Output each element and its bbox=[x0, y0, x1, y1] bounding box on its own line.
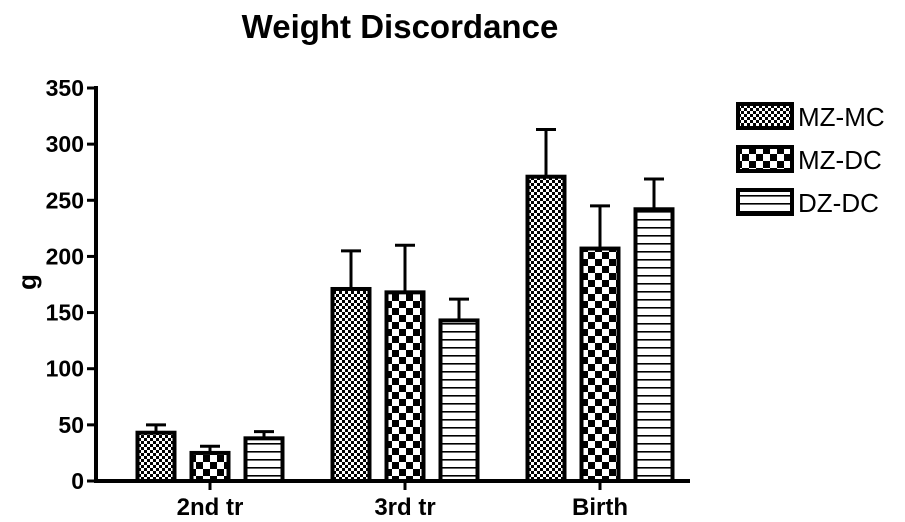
legend: MZ-MC MZ-DC DZ-DC bbox=[736, 102, 885, 218]
bar bbox=[189, 450, 231, 483]
legend-swatch bbox=[736, 188, 794, 216]
y-axis-label: g bbox=[12, 274, 42, 290]
bar bbox=[384, 290, 426, 483]
bar bbox=[579, 246, 621, 483]
legend-swatch bbox=[736, 102, 794, 130]
legend-swatch bbox=[736, 145, 794, 173]
y-tick-label: 150 bbox=[46, 300, 84, 326]
legend-label: DZ-DC bbox=[798, 188, 879, 218]
chart-title: Weight Discordance bbox=[242, 8, 559, 45]
y-tick-label: 200 bbox=[46, 243, 84, 269]
legend-label: MZ-DC bbox=[798, 145, 882, 175]
bar bbox=[633, 207, 675, 483]
legend-label: MZ-MC bbox=[798, 102, 885, 132]
plot-area: 0 50 100 150 200 250 300 350 2nd tr 3rd tr Birth bbox=[46, 75, 690, 521]
x-tick-label: Birth bbox=[572, 494, 628, 521]
y-tick-label: 300 bbox=[46, 131, 84, 157]
y-tick-label: 250 bbox=[46, 187, 84, 213]
bar bbox=[135, 430, 177, 483]
bar bbox=[525, 174, 567, 483]
y-tick-label: 100 bbox=[46, 356, 84, 382]
y-tick-label: 50 bbox=[58, 412, 84, 438]
bar bbox=[438, 318, 480, 483]
bar bbox=[243, 436, 285, 483]
y-tick-label: 350 bbox=[46, 75, 84, 101]
y-tick-label: 0 bbox=[71, 468, 84, 494]
x-tick-label: 2nd tr bbox=[177, 494, 244, 521]
bar bbox=[330, 286, 372, 483]
x-tick-label: 3rd tr bbox=[374, 494, 435, 521]
